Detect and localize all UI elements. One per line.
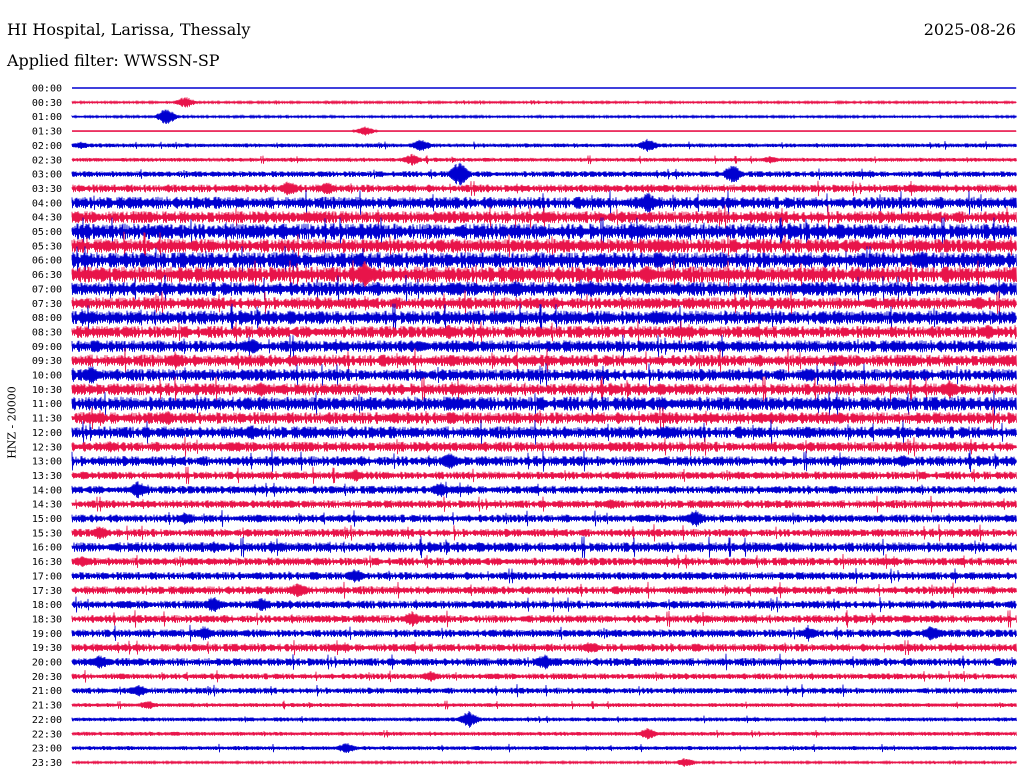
row-time-label: 11:30 [32, 414, 62, 425]
trace-line [71, 260, 1017, 289]
row-time-label: 08:30 [32, 327, 62, 338]
trace-line [71, 153, 1017, 166]
row-time-label: 02:00 [32, 141, 62, 152]
trace-line [71, 320, 1017, 344]
row-time-label: 06:30 [32, 270, 62, 281]
trace-line [71, 274, 1017, 303]
record-date: 2025-08-26 [923, 20, 1016, 39]
trace-line [71, 303, 1017, 332]
trace-line [71, 536, 1017, 559]
trace-line [71, 624, 1017, 642]
trace-line [71, 653, 1017, 671]
row-time-label: 23:00 [32, 744, 62, 755]
trace-line [71, 684, 1017, 698]
row-time-label: 03:30 [32, 184, 62, 195]
trace-line [71, 510, 1017, 527]
row-time-label: 19:00 [32, 629, 62, 640]
row-time-label: 00:30 [32, 98, 62, 109]
row-time-label: 20:30 [32, 672, 62, 683]
trace-line [71, 419, 1017, 446]
row-time-label: 21:00 [32, 686, 62, 697]
trace-line [71, 596, 1017, 613]
trace-line [71, 466, 1017, 485]
row-time-label: 04:00 [32, 198, 62, 209]
trace-line [71, 450, 1017, 473]
trace-line [71, 290, 1017, 317]
row-time-label: 11:00 [32, 399, 62, 410]
row-time-label: 07:00 [32, 284, 62, 295]
trace-line [71, 553, 1017, 570]
row-time-label: 17:30 [32, 586, 62, 597]
trace-line [71, 246, 1017, 275]
row-time-label: 07:30 [32, 299, 62, 310]
row-time-label: 16:00 [32, 543, 62, 554]
trace-line [71, 390, 1017, 417]
row-time-label: 12:30 [32, 442, 62, 453]
row-time-label: 22:30 [32, 729, 62, 740]
trace-line [71, 481, 1017, 499]
row-time-label: 05:30 [32, 241, 62, 252]
filter-label: Applied filter: WWSSN-SP [7, 51, 220, 70]
channel-axis-label: HNZ - 20000 [5, 386, 19, 459]
row-time-label: 20:00 [32, 658, 62, 669]
row-time-label: 23:30 [32, 758, 62, 769]
trace-line [71, 436, 1017, 457]
trace-line [71, 190, 1017, 216]
trace-line [71, 670, 1017, 683]
row-time-label: 14:30 [32, 500, 62, 511]
row-time-label: 02:30 [32, 155, 62, 166]
trace-line [71, 348, 1017, 374]
row-time-label: 12:00 [32, 428, 62, 439]
row-time-label: 21:30 [32, 701, 62, 712]
row-time-label: 01:00 [32, 112, 62, 123]
trace-line [71, 710, 1017, 728]
trace-line [71, 162, 1017, 186]
row-time-label: 09:30 [32, 356, 62, 367]
row-time-label: 18:30 [32, 614, 62, 625]
row-time-label: 01:30 [32, 127, 62, 138]
station-title: HI Hospital, Larissa, Thessaly [7, 20, 251, 39]
trace-line [71, 205, 1017, 229]
row-time-label: 19:30 [32, 643, 62, 654]
trace-line [71, 610, 1017, 628]
trace-line [71, 524, 1017, 542]
trace-line [71, 180, 1017, 197]
hour-tick-labels: 00:00 00:30 01:00 01:30 02:00 02:30 03:00 03:30… [32, 84, 62, 769]
trace-line [71, 217, 1017, 246]
row-time-label: 08:00 [32, 313, 62, 324]
row-time-label: 05:00 [32, 227, 62, 238]
row-time-label: 22:00 [32, 715, 62, 726]
trace-line [71, 376, 1017, 403]
row-time-label: 14:00 [32, 485, 62, 496]
trace-line [71, 581, 1017, 599]
row-time-label: 10:00 [32, 371, 62, 382]
row-time-label: 09:00 [32, 342, 62, 353]
trace-line [71, 700, 1017, 710]
row-time-label: 06:00 [32, 256, 62, 267]
trace-line [71, 640, 1017, 656]
row-time-label: 13:00 [32, 457, 62, 468]
trace-line [71, 406, 1017, 430]
trace-line [71, 728, 1017, 740]
row-time-label: 16:30 [32, 557, 62, 568]
row-time-label: 10:30 [32, 385, 62, 396]
row-time-label: 03:00 [32, 170, 62, 181]
row-time-label: 15:30 [32, 528, 62, 539]
trace-line [71, 231, 1017, 260]
trace-line [71, 495, 1017, 513]
row-time-label: 13:30 [32, 471, 62, 482]
trace-line [71, 362, 1017, 388]
row-time-label: 17:00 [32, 571, 62, 582]
row-time-label: 18:00 [32, 600, 62, 611]
row-time-label: 15:00 [32, 514, 62, 525]
seismogram-traces [71, 87, 1017, 767]
row-time-label: 00:00 [32, 84, 62, 95]
trace-line [71, 568, 1017, 584]
trace-line [71, 334, 1017, 358]
row-time-label: 04:30 [32, 213, 62, 224]
